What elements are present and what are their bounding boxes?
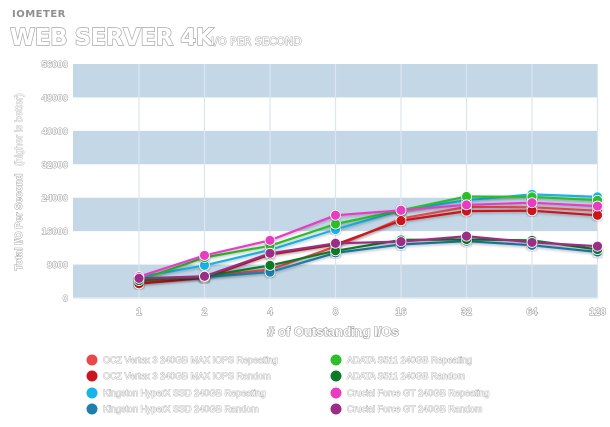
legend-swatch	[86, 403, 98, 415]
legend-item: ADATA S511 240GB Repeating	[330, 354, 472, 366]
legend: OCZ Vertex 3 240GB MAX IOPS Repeating OCZ…	[86, 354, 490, 415]
chart-subtitle: I/O PER SECOND	[211, 35, 302, 48]
legend-label: Crucial Force GT 240GB Random	[347, 404, 482, 414]
y-axis-label-note: (higher is better)	[14, 93, 25, 166]
y-axis-ticks: 0 8000 16000 24000 32000 40000 48000 56000	[41, 59, 68, 305]
data-series	[133, 188, 603, 290]
x-tick-label: 64	[526, 307, 538, 318]
legend-item: Kingston HyperX SSD 240GB Repeating	[86, 387, 266, 399]
legend-label: OCZ Vertex 3 240GB MAX IOPS Repeating	[103, 355, 278, 365]
y-axis-label: Total I/O Per Second	[14, 174, 25, 271]
legend-swatch	[86, 354, 98, 366]
data-point	[592, 240, 603, 252]
y-tick-label: 48000	[42, 93, 68, 104]
data-point	[395, 215, 407, 227]
legend-label: ADATA S511 240GB Random	[347, 371, 465, 381]
y-tick-label: 32000	[42, 160, 68, 171]
chart-title: WEB SERVER 4K	[10, 25, 215, 51]
x-tick-label: 128	[589, 307, 606, 318]
legend-label: Kingston HyperX SSD 240GB Repeating	[103, 388, 266, 398]
x-axis-ticks: 1 2 4 8 16 32 64 128	[136, 307, 607, 319]
x-tick-label: 1	[136, 307, 142, 318]
x-tick-label: 8	[333, 307, 339, 318]
data-point	[330, 209, 341, 221]
legend-swatch	[330, 403, 342, 415]
legend-swatch	[330, 370, 342, 382]
legend-swatch	[330, 354, 342, 366]
data-point	[461, 230, 472, 242]
data-point	[526, 237, 538, 248]
y-tick-label: 16000	[42, 227, 68, 238]
legend-label: Crucial Force GT 240GB Repeating	[347, 388, 489, 398]
series-line	[138, 238, 598, 282]
data-point	[199, 270, 210, 282]
y-tick-label: 40000	[42, 126, 68, 137]
y-tick-label: 8000	[47, 260, 68, 271]
data-point	[395, 236, 407, 247]
y-tick-label: 0	[63, 294, 68, 305]
x-tick-label: 32	[461, 307, 473, 318]
y-tick-label: 24000	[42, 193, 68, 204]
data-point	[395, 204, 407, 216]
series-line	[138, 235, 598, 280]
legend-swatch	[330, 387, 342, 399]
x-axis-label: # of Outstanding I/Os	[267, 324, 398, 339]
series-line	[138, 201, 598, 278]
chart-supertitle: IOMETER	[12, 9, 66, 20]
series-line	[138, 193, 598, 279]
data-point	[199, 249, 210, 261]
legend-label: Kingston HyperX SSD 240GB Random	[103, 404, 259, 414]
data-point	[592, 209, 603, 221]
grid-lines	[73, 64, 599, 299]
legend-item: Crucial Force GT 240GB Repeating	[330, 387, 490, 399]
data-point	[461, 199, 472, 211]
x-tick-label: 16	[395, 307, 407, 318]
data-point	[264, 260, 276, 271]
legend-swatch	[86, 370, 98, 382]
legend-item: Kingston HyperX SSD 240GB Random	[86, 403, 259, 415]
x-tick-label: 4	[267, 307, 273, 318]
legend-item: Crucial Force GT 240GB Random	[330, 403, 483, 415]
series-line	[138, 195, 598, 282]
data-point	[264, 234, 276, 246]
data-point	[264, 247, 276, 259]
legend-item: OCZ Vertex 3 240GB MAX IOPS Repeating	[86, 354, 278, 366]
legend-swatch	[86, 387, 98, 399]
legend-label: ADATA S511 240GB Repeating	[347, 355, 472, 365]
data-point	[133, 272, 145, 284]
data-point	[592, 200, 603, 212]
legend-label: OCZ Vertex 3 240GB MAX IOPS Random	[103, 371, 271, 381]
y-tick-label: 56000	[42, 60, 68, 71]
data-point	[330, 237, 341, 249]
series-line	[138, 240, 598, 281]
series	[133, 230, 603, 284]
data-point	[526, 197, 538, 209]
legend-item: ADATA S511 240GB Random	[330, 370, 465, 382]
x-tick-label: 2	[202, 307, 208, 318]
y-axis-label-group: Total I/O Per Second (higher is better)	[9, 93, 26, 270]
legend-item: OCZ Vertex 3 240GB MAX IOPS Random	[86, 370, 271, 382]
